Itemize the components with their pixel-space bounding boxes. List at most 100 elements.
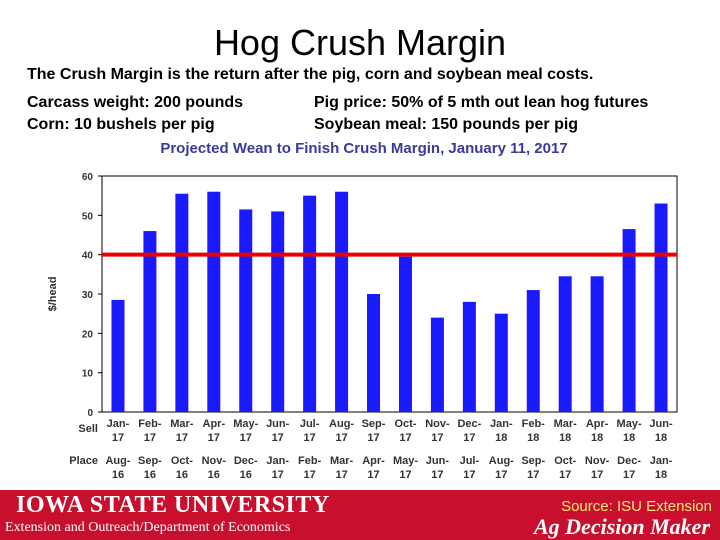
place-month-label: Dec-: [617, 455, 641, 467]
place-year-label: 17: [559, 469, 571, 481]
place-month-label: Sep-: [138, 455, 162, 467]
sell-year-label: 17: [335, 432, 347, 444]
sell-year-label: 18: [591, 432, 603, 444]
y-tick-label: 40: [82, 251, 94, 262]
soybean-meal-text: Soybean meal: 150 pounds per pig: [314, 116, 579, 133]
crush-margin-chart: Projected Wean to Finish Crush Margin, J…: [47, 140, 678, 481]
sell-year-label: 17: [240, 432, 252, 444]
carcass-weight-text: Carcass weight: 200 pounds: [27, 94, 244, 111]
place-year-label: 16: [176, 469, 188, 481]
sell-year-label: 18: [623, 432, 635, 444]
sell-month-label: Jul-: [300, 418, 320, 430]
sell-month-label: Mar-: [170, 418, 194, 430]
place-year-label: 17: [399, 469, 411, 481]
source-text: Source: ISU Extension: [561, 498, 712, 515]
bar-oct-17: [398, 256, 412, 412]
bar-mar-18: [558, 276, 572, 412]
bar-dec-17: [462, 301, 476, 412]
bar-feb-18: [526, 290, 540, 412]
y-tick-label: 20: [82, 329, 94, 340]
sell-year-label: 17: [144, 432, 156, 444]
sell-month-label: Aug-: [329, 418, 354, 430]
place-month-label: Jan-: [266, 455, 289, 467]
sell-year-label: 18: [495, 432, 507, 444]
sell-year-label: 18: [559, 432, 571, 444]
place-month-label: Aug-: [489, 455, 514, 467]
place-month-label: Oct-: [171, 455, 193, 467]
y-axis-label: $/head: [47, 277, 59, 312]
place-month-label: Oct-: [554, 455, 576, 467]
bar-jan-18: [494, 313, 508, 412]
place-month-label: Jan-: [650, 455, 673, 467]
place-month-label: Aug-: [105, 455, 130, 467]
sell-month-label: Jun-: [649, 418, 673, 430]
sell-year-label: 17: [272, 432, 284, 444]
bar-may-18: [622, 229, 636, 412]
bar-jul-17: [303, 195, 317, 412]
place-year-label: 17: [527, 469, 539, 481]
place-month-label: Feb-: [298, 455, 322, 467]
pig-price-text: Pig price: 50% of 5 mth out lean hog fut…: [314, 94, 649, 111]
bar-jun-18: [654, 203, 668, 412]
sell-month-label: May-: [617, 418, 642, 430]
sell-month-label: Apr-: [203, 418, 226, 430]
bar-apr-18: [590, 276, 604, 412]
place-year-label: 17: [431, 469, 443, 481]
sell-year-label: 17: [304, 432, 316, 444]
bar-aug-17: [335, 191, 349, 412]
place-year-label: 16: [240, 469, 252, 481]
department-text: Extension and Outreach/Department of Eco…: [5, 520, 291, 535]
place-year-label: 17: [623, 469, 635, 481]
sell-month-label: Feb-: [138, 418, 162, 430]
sell-year-label: 17: [112, 432, 124, 444]
sell-year-label: 17: [367, 432, 379, 444]
place-year-label: 17: [304, 469, 316, 481]
place-year-label: 17: [272, 469, 284, 481]
place-month-label: May-: [393, 455, 418, 467]
sell-month-label: May-: [233, 418, 258, 430]
sell-month-label: Sep-: [362, 418, 386, 430]
sell-year-label: 17: [208, 432, 220, 444]
place-month-label: Mar-: [330, 455, 354, 467]
sell-row-label: Sell: [78, 423, 98, 435]
place-row-label: Place: [69, 455, 98, 467]
bar-sep-17: [367, 294, 381, 412]
sell-year-label: 18: [527, 432, 539, 444]
place-month-label: Apr-: [362, 455, 385, 467]
place-year-label: 18: [655, 469, 667, 481]
sell-month-label: Jan-: [107, 418, 130, 430]
sell-month-label: Feb-: [522, 418, 546, 430]
sell-year-label: 17: [176, 432, 188, 444]
chart-title: Projected Wean to Finish Crush Margin, J…: [160, 140, 567, 157]
bar-may-17: [239, 209, 253, 412]
sell-month-label: Apr-: [586, 418, 609, 430]
sell-year-label: 18: [655, 432, 667, 444]
place-year-label: 17: [463, 469, 475, 481]
place-year-label: 17: [495, 469, 507, 481]
place-month-label: Dec-: [234, 455, 258, 467]
footer-bar: IOWA STATE UNIVERSITY Extension and Outr…: [0, 490, 720, 540]
y-tick-label: 50: [82, 211, 94, 222]
sell-month-label: Mar-: [554, 418, 578, 430]
place-year-label: 17: [591, 469, 603, 481]
sell-year-label: 17: [431, 432, 443, 444]
place-year-label: 16: [112, 469, 124, 481]
plot-area: [101, 175, 678, 413]
sell-month-label: Oct-: [394, 418, 416, 430]
sell-year-label: 17: [463, 432, 475, 444]
place-year-label: 17: [335, 469, 347, 481]
university-wordmark: IOWA STATE UNIVERSITY: [16, 492, 330, 518]
sell-month-label: Jan-: [490, 418, 513, 430]
y-tick-label: 60: [82, 172, 94, 183]
sell-month-label: Dec-: [457, 418, 481, 430]
place-year-label: 16: [208, 469, 220, 481]
ag-decision-maker-logo: Ag Decision Maker: [534, 514, 710, 539]
bar-mar-17: [175, 193, 189, 412]
place-month-label: Jul-: [460, 455, 480, 467]
bar-nov-17: [430, 317, 444, 412]
place-month-label: Nov-: [585, 455, 610, 467]
bar-jun-17: [271, 211, 285, 412]
place-year-label: 17: [367, 469, 379, 481]
place-year-label: 16: [144, 469, 156, 481]
place-month-label: Jun-: [426, 455, 450, 467]
